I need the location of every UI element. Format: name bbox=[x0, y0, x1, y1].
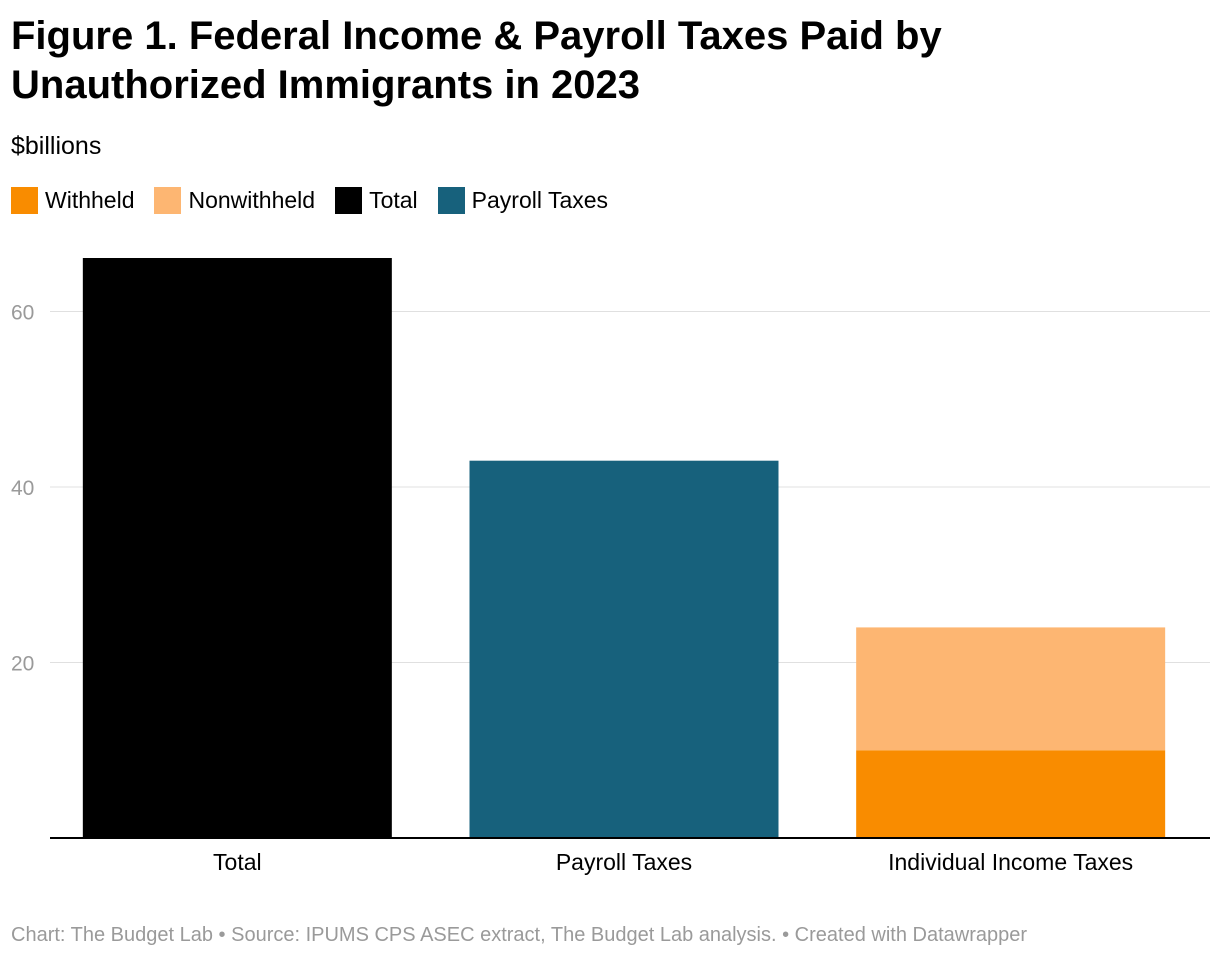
x-tick-label: Individual Income Taxes bbox=[888, 849, 1133, 875]
legend-swatch-nonwithheld bbox=[154, 186, 182, 214]
legend-swatch-payroll-taxes bbox=[437, 186, 465, 214]
bar-total-0 bbox=[82, 258, 392, 838]
legend-swatch-withheld bbox=[11, 186, 38, 214]
legend-item-total: Total bbox=[335, 185, 418, 215]
y-tick-label: 60 bbox=[11, 302, 34, 325]
bars bbox=[82, 258, 1166, 838]
x-tick-label: Total bbox=[213, 849, 262, 875]
chart-title: Figure 1. Federal Income & Payroll Taxes… bbox=[11, 14, 942, 107]
y-tick-label: 20 bbox=[11, 653, 34, 676]
legend-swatch-total bbox=[335, 186, 363, 214]
y-tick-label: 40 bbox=[11, 477, 34, 500]
chart-subtitle: $billions bbox=[11, 132, 102, 160]
bar-withheld-2 bbox=[856, 750, 1166, 838]
chart-footer: Chart: The Budget Lab • Source: IPUMS CP… bbox=[11, 924, 1028, 946]
legend-item-withheld: Withheld bbox=[11, 185, 134, 215]
legend-label-withheld: Withheld bbox=[45, 187, 135, 213]
x-tick-label: Payroll Taxes bbox=[556, 849, 692, 875]
chart-legend: Withheld Nonwithheld Total Payroll Taxes bbox=[11, 185, 628, 215]
legend-label-payroll-taxes: Payroll Taxes bbox=[471, 187, 609, 213]
bar-nonwithheld-2 bbox=[856, 627, 1166, 751]
legend-item-nonwithheld: Nonwithheld bbox=[154, 185, 315, 215]
legend-label-nonwithheld: Nonwithheld bbox=[188, 187, 316, 213]
axes: 20 40 60 Total Payroll Taxes Individual Incom… bbox=[11, 302, 1210, 875]
legend-item-payroll-taxes: Payroll Taxes bbox=[437, 185, 609, 215]
bar-chart: 20 40 60 Total Payroll Taxes Individual Incom… bbox=[11, 258, 1210, 875]
legend-label-total: Total bbox=[369, 187, 418, 213]
bar-payroll-taxes-1 bbox=[469, 460, 779, 838]
